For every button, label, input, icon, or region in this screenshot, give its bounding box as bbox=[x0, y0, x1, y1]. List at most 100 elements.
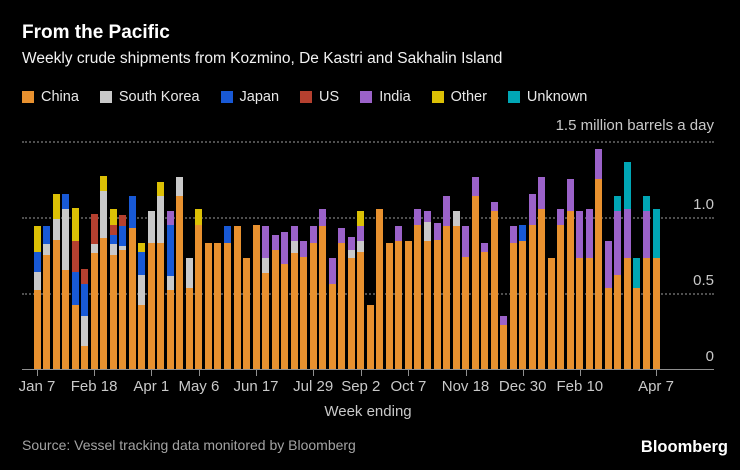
bar-segment-india bbox=[347, 237, 355, 250]
bar-segment-china bbox=[71, 305, 79, 369]
bar-segment-us bbox=[109, 225, 117, 235]
bar-segment-china bbox=[604, 288, 612, 369]
bar-week-1 bbox=[33, 226, 41, 369]
bar-segment-india bbox=[490, 202, 498, 211]
x-axis-line bbox=[22, 369, 714, 370]
bar-week-16 bbox=[176, 177, 184, 369]
bar-segment-china bbox=[347, 258, 355, 369]
bar-segment-china bbox=[252, 225, 260, 369]
bar-segment-other bbox=[138, 243, 146, 252]
bar-segment-china bbox=[481, 252, 489, 369]
bar-week-7 bbox=[90, 214, 98, 369]
bar-segment-china bbox=[557, 225, 565, 369]
bar-segment-china bbox=[566, 211, 574, 369]
bar-week-24 bbox=[252, 225, 260, 369]
bar-week-61 bbox=[604, 241, 612, 369]
bar-segment-other bbox=[195, 209, 203, 225]
axis-unit-label: 1.5 million barrels a day bbox=[555, 117, 714, 134]
bar-segment-india bbox=[643, 211, 650, 258]
bar-week-4 bbox=[62, 194, 70, 369]
bar-segment-india bbox=[614, 211, 622, 275]
x-axis-label-jun-17: Jun 17 bbox=[233, 378, 279, 395]
bar-segment-china bbox=[385, 243, 393, 369]
bar-week-9 bbox=[109, 209, 117, 369]
bar-segment-china bbox=[262, 273, 270, 369]
bar-segment-japan bbox=[33, 252, 41, 272]
legend-swatch-icon bbox=[22, 91, 34, 103]
bar-week-66 bbox=[652, 209, 660, 369]
bar-segment-india bbox=[557, 209, 565, 225]
bar-segment-china bbox=[414, 225, 422, 369]
bar-segment-south-korea bbox=[100, 191, 108, 238]
bar-segment-india bbox=[414, 209, 422, 225]
chart-subtitle: Weekly crude shipments from Kozmino, De … bbox=[22, 50, 503, 67]
bar-week-59 bbox=[585, 209, 593, 369]
legend-swatch-icon bbox=[360, 91, 373, 103]
gridline-0.5 bbox=[22, 293, 714, 295]
x-axis-label-nov-18: Nov 18 bbox=[441, 378, 490, 395]
bar-segment-us bbox=[119, 215, 127, 226]
bar-segment-china bbox=[338, 243, 346, 369]
bar-segment-china bbox=[585, 258, 593, 369]
bar-segment-india bbox=[357, 226, 365, 241]
bar-segment-india bbox=[595, 149, 603, 179]
bar-week-20 bbox=[214, 243, 222, 369]
bar-segment-india bbox=[471, 177, 479, 196]
legend-swatch-icon bbox=[99, 91, 112, 103]
legend-item-other: Other bbox=[431, 89, 487, 105]
legend-label: Unknown bbox=[526, 89, 588, 105]
bar-segment-china bbox=[90, 253, 98, 369]
bar-segment-other bbox=[52, 194, 60, 219]
bar-segment-india bbox=[309, 226, 317, 243]
legend-label: India bbox=[379, 89, 411, 105]
bar-week-11 bbox=[128, 196, 136, 369]
bar-segment-china bbox=[423, 241, 431, 369]
bar-segment-india bbox=[271, 235, 279, 250]
bar-segment-south-korea bbox=[166, 276, 174, 290]
legend-label: Other bbox=[450, 89, 487, 105]
bar-segment-india bbox=[281, 232, 289, 264]
bar-segment-china bbox=[471, 196, 479, 369]
bar-week-39 bbox=[395, 226, 403, 369]
bar-segment-china bbox=[195, 225, 203, 369]
legend-swatch-icon bbox=[507, 91, 520, 103]
bar-segment-other bbox=[71, 208, 79, 241]
bar-segment-japan bbox=[166, 225, 174, 276]
bar-segment-japan bbox=[119, 226, 127, 246]
bar-week-28 bbox=[290, 226, 298, 369]
bar-segment-china bbox=[119, 250, 127, 369]
bar-segment-india bbox=[395, 226, 403, 241]
bar-week-23 bbox=[243, 258, 250, 369]
bloomberg-logo: Bloomberg bbox=[640, 438, 728, 456]
bar-segment-china bbox=[395, 241, 403, 369]
bar-week-50 bbox=[500, 316, 508, 369]
bar-segment-south-korea bbox=[347, 250, 355, 258]
bar-segment-china bbox=[376, 209, 384, 369]
bar-week-30 bbox=[309, 226, 317, 369]
x-axis-label-sep-2: Sep 2 bbox=[341, 378, 381, 395]
bar-segment-south-korea bbox=[81, 316, 89, 346]
bar-segment-japan bbox=[62, 194, 70, 209]
bar-segment-india bbox=[585, 209, 593, 258]
bar-segment-china bbox=[290, 253, 298, 369]
bar-week-6 bbox=[81, 269, 89, 369]
bar-week-43 bbox=[433, 223, 441, 369]
legend-swatch-icon bbox=[300, 91, 313, 103]
bar-week-42 bbox=[423, 211, 431, 369]
x-axis-tick bbox=[465, 369, 467, 376]
x-axis-tick bbox=[313, 369, 315, 376]
bar-segment-china bbox=[204, 243, 212, 369]
bar-segment-south-korea bbox=[90, 244, 98, 253]
y-axis-label-0.5: 0.5 bbox=[693, 272, 714, 289]
bar-segment-china bbox=[128, 228, 136, 369]
bar-segment-south-korea bbox=[109, 244, 117, 255]
bar-week-25 bbox=[262, 226, 270, 369]
bar-week-17 bbox=[185, 258, 193, 369]
bar-segment-china bbox=[366, 305, 374, 369]
bar-segment-china bbox=[166, 290, 174, 369]
legend-item-japan: Japan bbox=[220, 89, 279, 105]
bar-segment-unknown bbox=[614, 196, 622, 211]
bar-segment-south-korea bbox=[62, 209, 70, 270]
x-axis-tick bbox=[198, 369, 200, 376]
